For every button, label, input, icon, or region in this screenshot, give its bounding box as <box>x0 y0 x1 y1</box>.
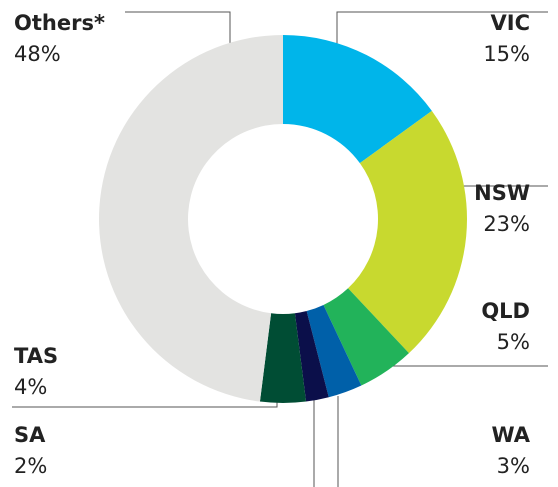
value-label: 2% <box>14 454 47 478</box>
value-label: 23% <box>483 212 530 236</box>
slices <box>98 35 468 403</box>
category-label: TAS <box>14 344 58 368</box>
category-label: NSW <box>474 181 530 205</box>
category-label: SA <box>14 423 46 447</box>
value-label: 3% <box>497 454 530 478</box>
slice <box>294 311 329 402</box>
value-label: 5% <box>497 330 530 354</box>
labels: VIC 15% NSW 23% QLD 5% WA 3% SA 2% TAS 4% Others* 48% <box>14 11 531 478</box>
leader-line <box>336 11 548 56</box>
slice <box>259 313 307 403</box>
slice <box>306 304 362 398</box>
leader-line <box>12 400 278 408</box>
value-label: 48% <box>14 42 61 66</box>
slice <box>283 35 432 164</box>
value-label: 4% <box>14 375 47 399</box>
category-label: Others* <box>14 11 105 35</box>
category-label: VIC <box>491 11 530 35</box>
value-label: 15% <box>483 42 530 66</box>
leader-line <box>125 11 231 56</box>
leader-lines <box>12 11 548 487</box>
slice <box>348 110 468 354</box>
category-label: QLD <box>481 299 530 323</box>
slice <box>323 288 409 386</box>
slice <box>98 35 284 402</box>
category-label: WA <box>492 423 531 447</box>
